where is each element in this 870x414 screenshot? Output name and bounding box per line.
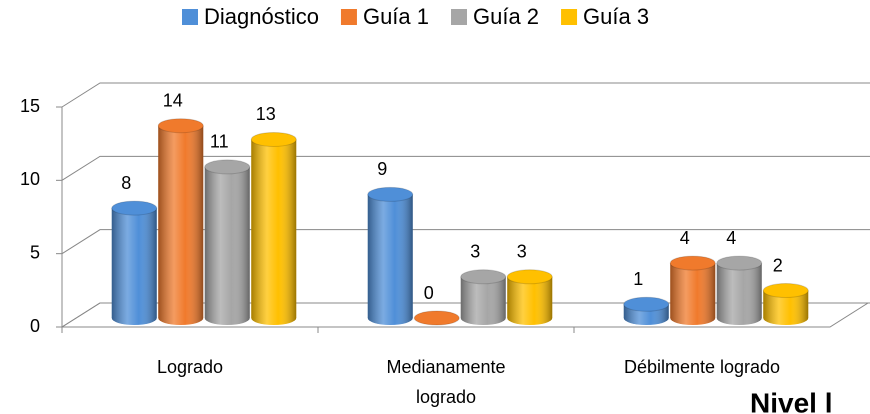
bar <box>250 131 297 325</box>
bar <box>460 269 507 325</box>
bar-shade <box>204 166 250 325</box>
bar-top <box>367 186 414 202</box>
legend-label: Diagnóstico <box>204 4 319 29</box>
bar <box>762 283 809 325</box>
bar-shade <box>251 139 297 325</box>
bar-top <box>460 269 507 285</box>
data-label: 3 <box>517 242 527 262</box>
bar-top <box>413 310 460 326</box>
grid-line <box>61 302 870 328</box>
data-label: 13 <box>256 104 276 124</box>
bar-shade <box>111 208 157 325</box>
bar-top <box>250 131 297 147</box>
bar <box>367 186 414 325</box>
legend-swatch <box>561 9 578 25</box>
legend-label: Guía 1 <box>363 4 429 29</box>
y-tick-label: 15 <box>20 96 40 116</box>
bar-top <box>111 200 158 216</box>
bar <box>506 269 553 325</box>
bar-top <box>716 255 763 271</box>
bar <box>111 200 158 325</box>
legend-label: Guía 3 <box>583 4 649 29</box>
data-label: 8 <box>121 173 131 193</box>
data-label: 0 <box>424 283 434 303</box>
bar <box>157 118 204 325</box>
bar <box>716 255 763 325</box>
data-label: 11 <box>210 132 229 152</box>
y-tick-label: 0 <box>30 316 40 336</box>
grid-line <box>61 155 870 181</box>
bar-shade <box>367 194 413 325</box>
y-tick-label: 5 <box>30 242 40 262</box>
data-label: 4 <box>726 228 736 248</box>
bar-shade <box>670 263 716 325</box>
bar-shade <box>507 276 553 325</box>
bar-shade <box>460 276 506 325</box>
bar <box>623 296 670 325</box>
bar-top <box>204 159 251 175</box>
data-label: 3 <box>470 242 480 262</box>
bar <box>413 310 460 326</box>
bar <box>669 255 716 325</box>
bar-top <box>157 118 204 134</box>
bar-top <box>506 269 553 285</box>
legend-swatch <box>451 9 467 25</box>
bar-top <box>762 283 809 299</box>
legend-label: Guía 2 <box>473 4 539 29</box>
annotation: Nivel l <box>750 387 832 414</box>
grid-line <box>61 229 870 255</box>
grid-line <box>61 82 870 108</box>
bar-top <box>623 296 670 312</box>
bar-top <box>669 255 716 271</box>
data-label: 4 <box>680 228 690 248</box>
data-label: 9 <box>377 159 387 179</box>
data-label: 2 <box>773 255 783 275</box>
legend-swatch <box>340 9 357 25</box>
data-label: 14 <box>163 90 183 110</box>
bar <box>204 159 251 325</box>
bar-shade <box>158 125 204 325</box>
data-label: 1 <box>633 269 643 289</box>
y-tick-label: 10 <box>20 169 40 189</box>
x-tick-label: Débilmente logrado <box>623 357 781 377</box>
legend-swatch <box>182 9 198 25</box>
bar-shade <box>716 263 762 325</box>
x-tick-label: Medianamente logrado <box>386 357 506 407</box>
x-tick-label: Logrado <box>156 357 224 377</box>
bar-shade <box>763 290 809 325</box>
